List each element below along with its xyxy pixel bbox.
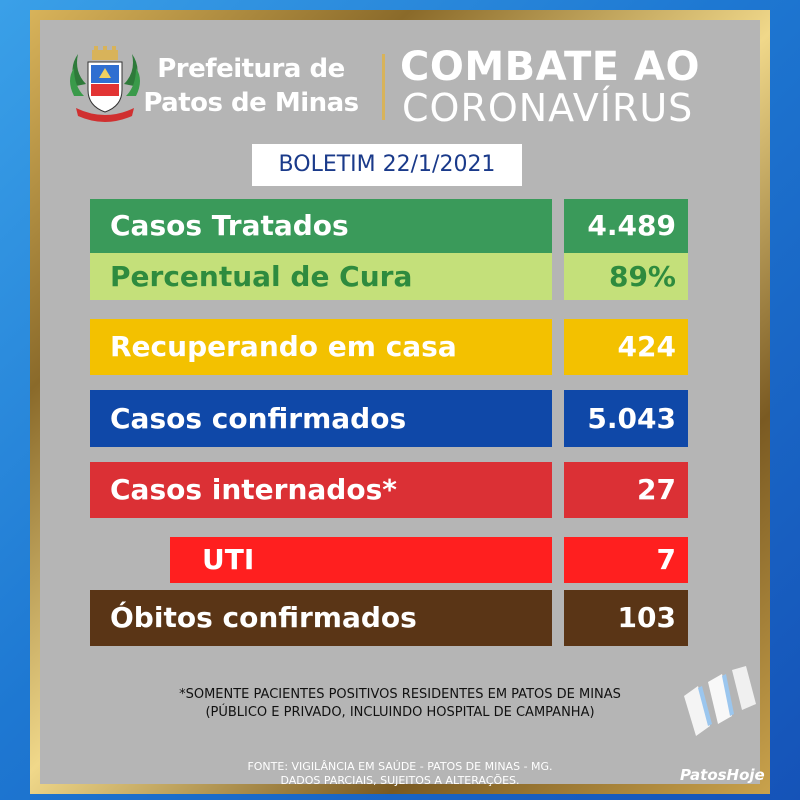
footnote-line-2: (PÚBLICO E PRIVADO, INCLUINDO HOSPITAL D… — [205, 705, 595, 720]
footnote-line-1: *SOMENTE PACIENTES POSITIVOS RESIDENTES … — [179, 687, 621, 702]
patoshoje-logo-icon — [684, 666, 756, 736]
campaign-title-line-2: CORONAVÍRUS — [402, 86, 694, 130]
boletim-date-box: BOLETIM 22/1/2021 — [252, 144, 522, 186]
row-value-casos-internados: 27 — [564, 462, 688, 518]
source-line-1: FONTE: VIGILÂNCIA EM SAÚDE - PATOS DE MI… — [247, 760, 553, 773]
row-value-recuperando: 424 — [564, 319, 688, 375]
row-label-obitos: Óbitos confirmados — [90, 590, 552, 646]
row-value-uti: 7 — [564, 537, 688, 583]
prefeitura-name: Prefeitura de Patos de Minas — [140, 52, 362, 120]
row-label-uti: UTI — [170, 537, 552, 583]
header-divider — [382, 54, 385, 120]
row-label-recuperando: Recuperando em casa — [90, 319, 552, 375]
city-crest-icon — [70, 46, 140, 122]
row-label-casos-confirmados: Casos confirmados — [90, 390, 552, 447]
row-value-casos-confirmados: 5.043 — [564, 390, 688, 447]
row-value-percentual-cura: 89% — [564, 253, 688, 300]
row-label-casos-internados: Casos internados* — [90, 462, 552, 518]
row-value-obitos: 103 — [564, 590, 688, 646]
source-note: FONTE: VIGILÂNCIA EM SAÚDE - PATOS DE MI… — [0, 760, 800, 788]
campaign-title-line-1: COMBATE AO — [400, 44, 700, 90]
footnote: *SOMENTE PACIENTES POSITIVOS RESIDENTES … — [0, 686, 800, 722]
row-label-percentual-cura: Percentual de Cura — [90, 253, 552, 300]
row-label-casos-tratados: Casos Tratados — [90, 199, 552, 253]
prefeitura-line-2: Patos de Minas — [143, 88, 359, 118]
source-line-2: DADOS PARCIAIS, SUJEITOS A ALTERAÇÕES. — [280, 774, 520, 787]
row-value-casos-tratados: 4.489 — [564, 199, 688, 253]
patoshoje-brand: PatosHoje — [680, 766, 765, 784]
prefeitura-line-1: Prefeitura de — [157, 54, 345, 84]
